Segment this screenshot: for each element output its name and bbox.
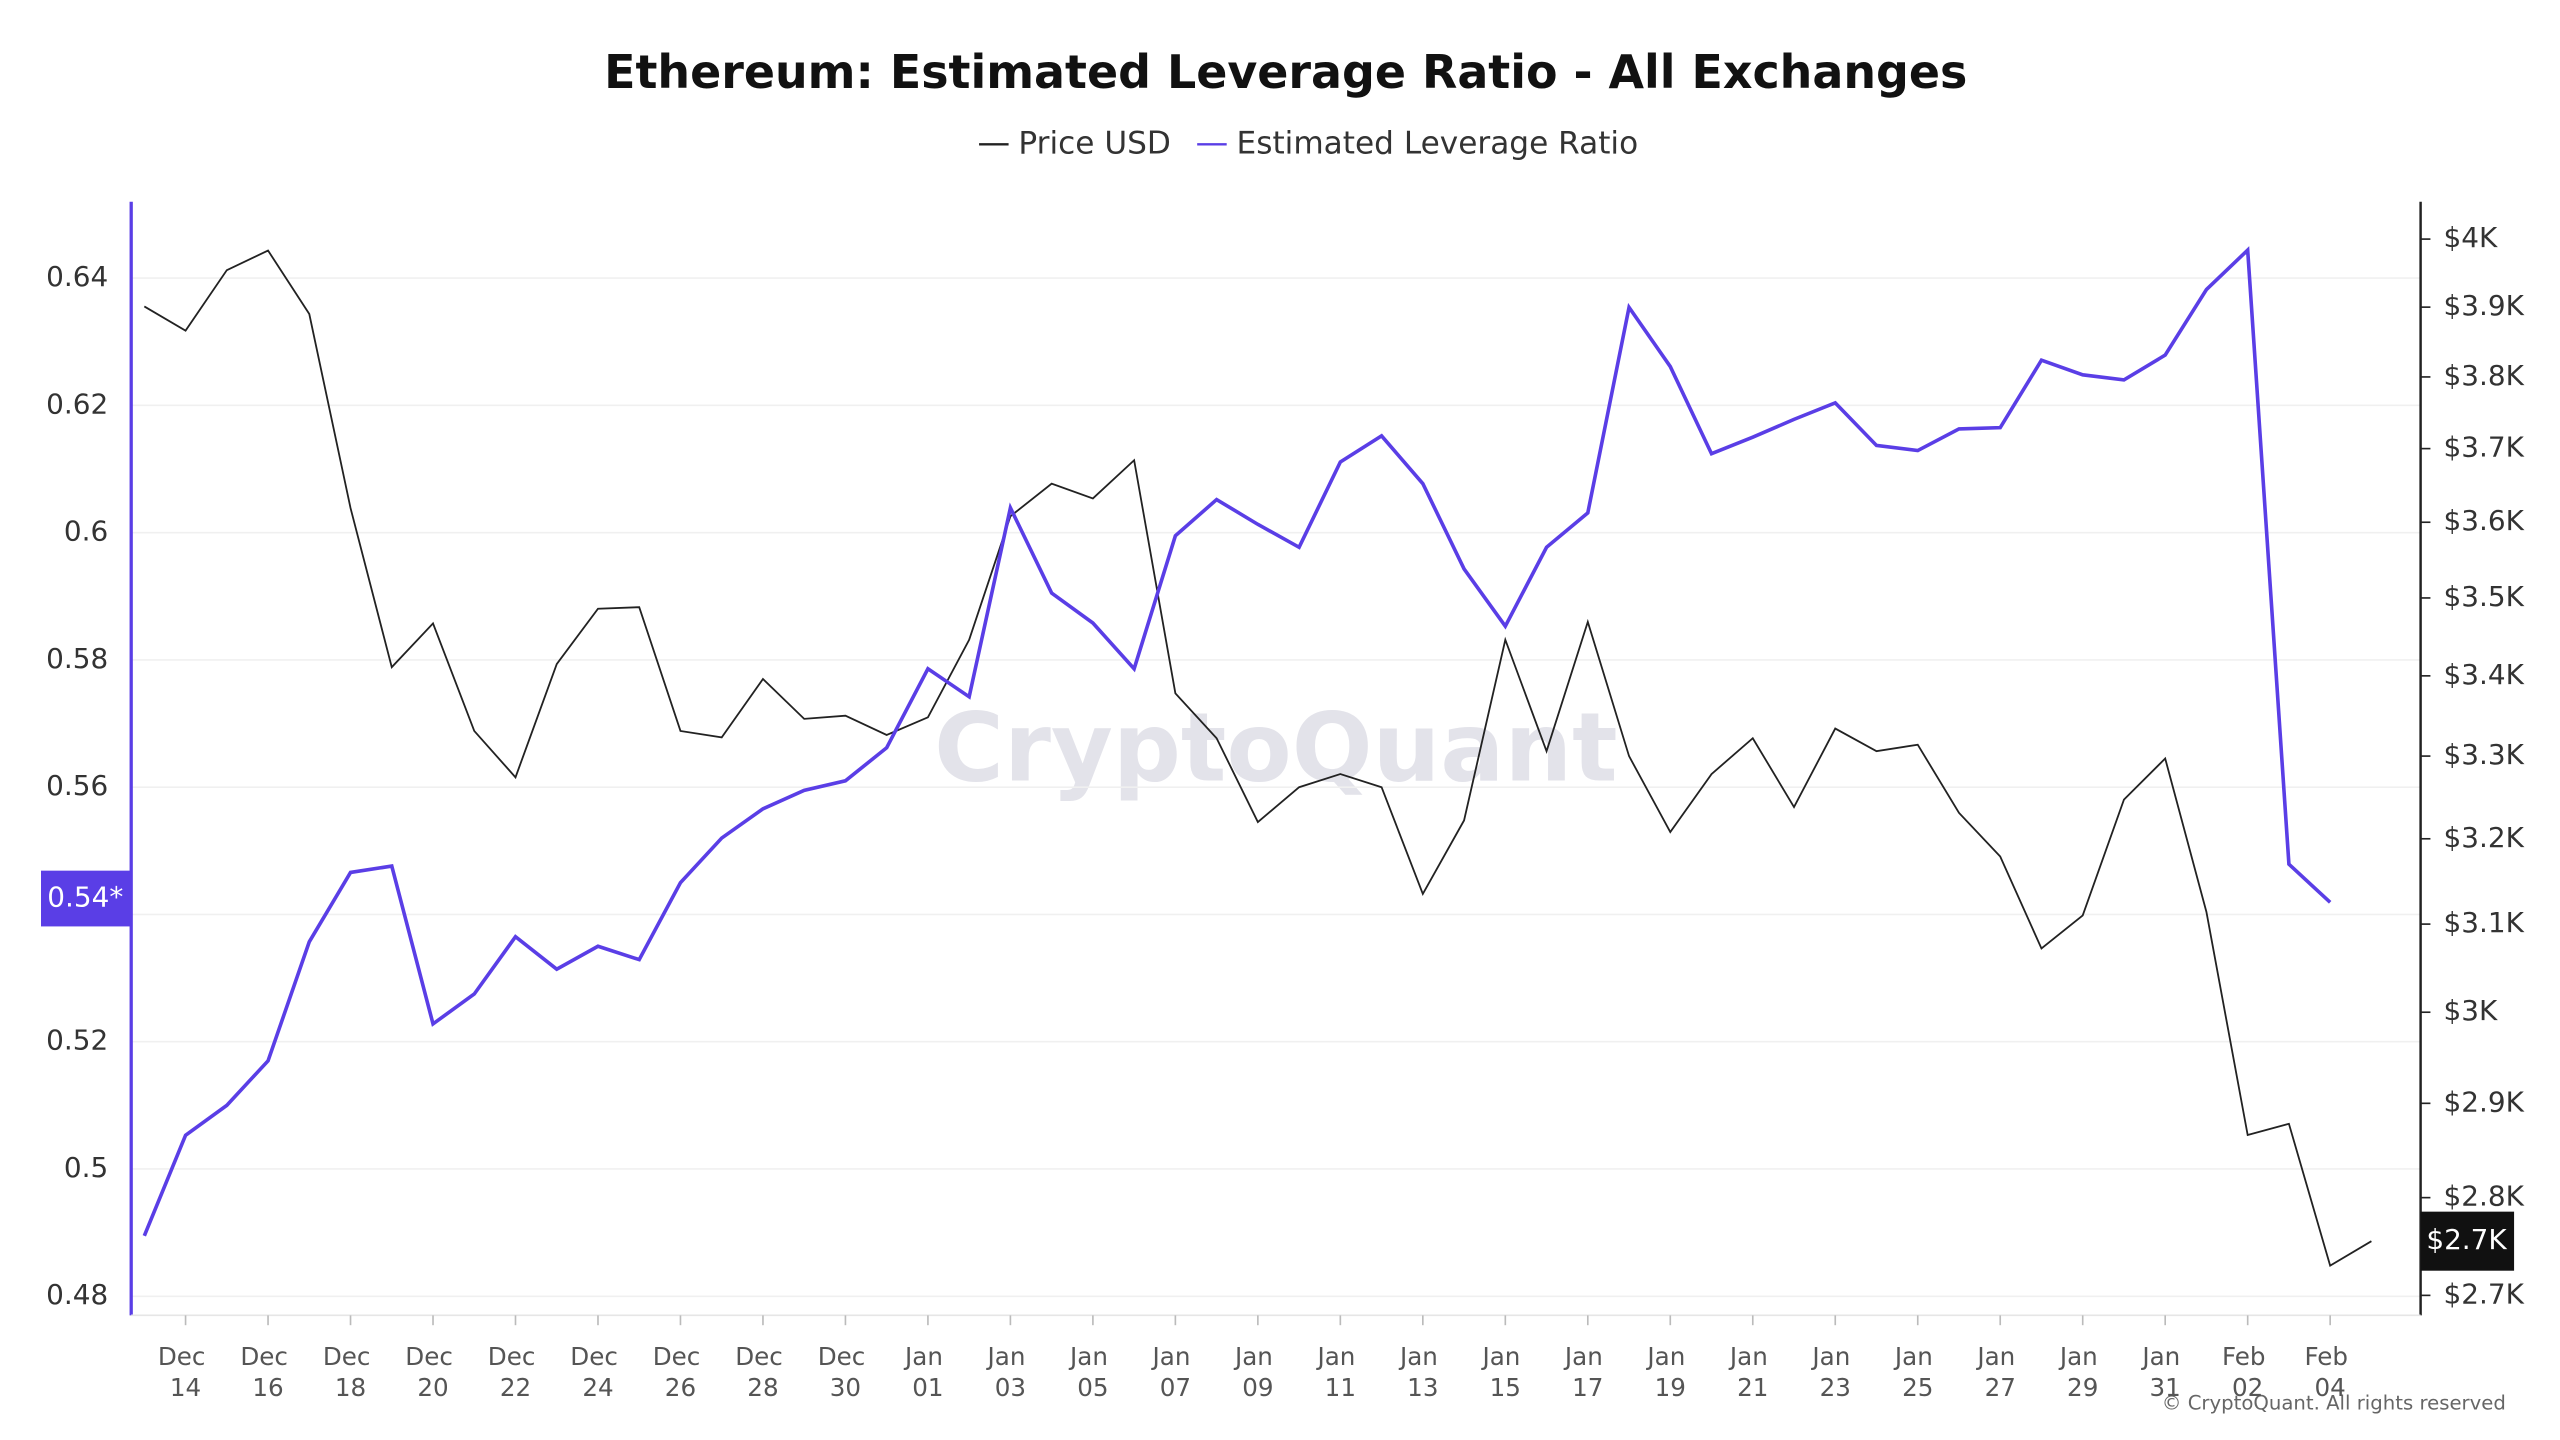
x-tick-label: Jan 15: [1480, 1342, 1528, 1402]
y2-tick-label: $3.8K: [2444, 359, 2525, 392]
legend-label: Estimated Leverage Ratio: [1237, 125, 1639, 161]
y2-tick-label: $3.2K: [2444, 821, 2525, 854]
legend-label: Price USD: [1018, 125, 1170, 161]
series-line: [142, 246, 2332, 1237]
x-tick-label: Jan 31: [2140, 1342, 2188, 1402]
x-tick-label: Dec 20: [405, 1342, 460, 1402]
y2-tick-label: $3.7K: [2444, 431, 2525, 464]
y-tick-label: 0.48: [46, 1278, 108, 1311]
x-tick-label: Jan 21: [1728, 1342, 1776, 1402]
x-tick-label: Dec 26: [653, 1342, 708, 1402]
y2-tick-label: $3.9K: [2444, 289, 2525, 322]
y2-tick-label: $4K: [2444, 221, 2498, 254]
y2-tick-label: $3.3K: [2444, 738, 2525, 771]
x-tick-label: Jan 11: [1315, 1342, 1363, 1402]
y-tick-label: 0.62: [46, 387, 108, 420]
x-tick-label: Jan 19: [1645, 1342, 1693, 1402]
x-tick-label: Jan 05: [1068, 1342, 1116, 1402]
y2-tick-label: $2.9K: [2444, 1085, 2525, 1118]
x-tick-label: Dec 18: [323, 1342, 378, 1402]
series-line: [143, 249, 2372, 1268]
y-tick-label: 0.6: [64, 515, 108, 548]
x-tick-label: Jan 07: [1151, 1342, 1199, 1402]
copyright: © CryptoQuant. All rights reserved: [2162, 1391, 2506, 1414]
current-badge: [2420, 1211, 2515, 1271]
x-tick-label: Jan 25: [1893, 1342, 1941, 1402]
current-badge: [40, 870, 132, 927]
legend-item: Price USD: [979, 125, 1171, 161]
x-tick-label: Dec 30: [818, 1342, 873, 1402]
y-tick-label: 0.64: [46, 260, 108, 293]
y2-tick-label: $3.1K: [2444, 906, 2525, 939]
y-tick-label: 0.58: [46, 642, 108, 675]
x-tick-label: Jan 03: [986, 1342, 1034, 1402]
y2-tick-label: $3K: [2444, 994, 2498, 1027]
current-label: $2.7K: [2426, 1223, 2507, 1256]
x-tick-label: Dec 28: [735, 1342, 790, 1402]
x-tick-label: Jan 27: [1975, 1342, 2023, 1402]
x-tick-label: Jan 13: [1398, 1342, 1446, 1402]
x-tick-label: Feb 02: [2222, 1342, 2273, 1402]
y2-tick-label: $2.8K: [2444, 1180, 2525, 1213]
y-tick-label: 0.56: [46, 769, 108, 802]
y2-tick-label: $2.7K: [2444, 1277, 2525, 1310]
x-tick-label: Dec 24: [570, 1342, 625, 1402]
x-tick-label: Dec 22: [488, 1342, 543, 1402]
chart-title: Ethereum: Estimated Leverage Ratio - All…: [604, 45, 1967, 99]
y-tick-label: 0.5: [64, 1151, 108, 1184]
legend-item: Estimated Leverage Ratio: [1197, 125, 1638, 161]
x-tick-label: Jan 09: [1233, 1342, 1281, 1402]
x-tick-label: Dec 16: [240, 1342, 295, 1402]
x-tick-label: Jan 01: [903, 1342, 951, 1402]
watermark: CryptoQuant: [934, 693, 1617, 803]
y2-tick-label: $3.5K: [2444, 580, 2525, 613]
x-tick-label: Dec 14: [158, 1342, 213, 1402]
x-tick-label: Jan 23: [1810, 1342, 1858, 1402]
x-tick-label: Jan 29: [2058, 1342, 2106, 1402]
y2-tick-label: $3.4K: [2444, 658, 2525, 691]
current-label: 0.54*: [47, 881, 123, 914]
x-tick-label: Jan 17: [1563, 1342, 1611, 1402]
y-tick-label: 0.52: [46, 1024, 108, 1057]
y2-tick-label: $3.6K: [2444, 504, 2525, 537]
x-tick-label: Feb 04: [2304, 1342, 2355, 1402]
